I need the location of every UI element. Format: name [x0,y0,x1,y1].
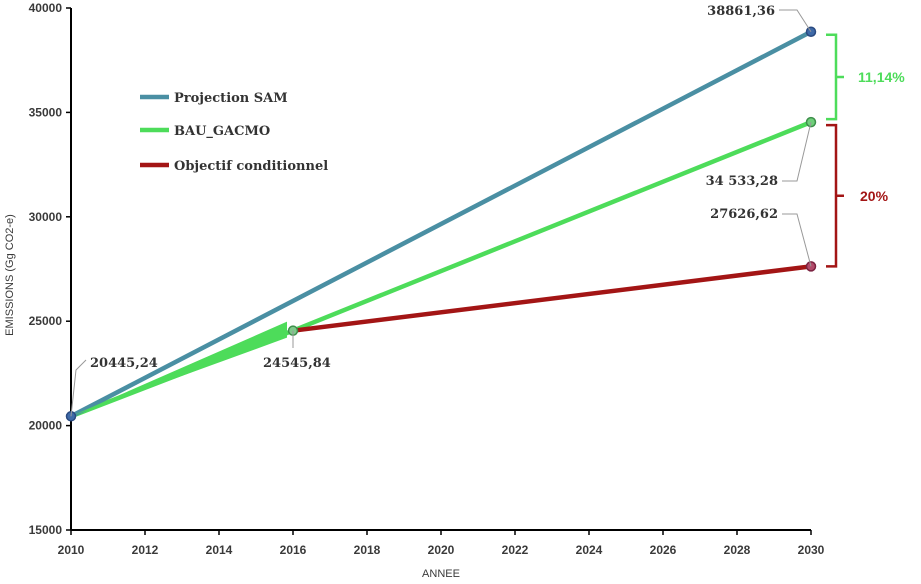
data-label-leader [779,9,812,33]
data-label-leader [782,122,812,182]
data-label: 24545,84 [263,356,331,371]
legend-label-bau-gacmo: BAU_GACMO [174,124,270,139]
series-band-bau-gacmo [71,321,287,417]
data-label: 27626,62 [710,207,778,222]
x-tick-label: 2010 [58,543,85,557]
x-tick-label: 2020 [428,543,455,557]
y-tick-label: 35000 [29,105,63,119]
percentage-label: 20% [860,188,889,204]
y-axis-title: EMISSIONS (Gg CO2-e) [4,214,16,336]
x-tick-label: 2024 [576,543,603,557]
x-axis-title: ANNEE [422,568,460,580]
y-tick-label: 30000 [29,210,63,224]
x-tick-label: 2028 [724,543,751,557]
data-labels: 20445,24 24545,84 38861,36 34 533,28 27626,6… [70,4,812,417]
legend-label-objectif-conditionnel: Objectif conditionnel [174,159,328,174]
y-tick-label: 15000 [29,523,63,537]
series-layer [68,29,814,419]
x-tick-label: 2030 [798,543,825,557]
bracket-bau-vs-objectif [826,123,844,268]
bracket-sam-vs-bau [826,33,844,121]
legend-label-projection-sam: Projection SAM [174,91,288,106]
series-line-projection-sam [68,29,814,419]
data-label: 38861,36 [707,4,775,19]
brackets: 11,14% 20% [826,33,905,268]
data-label: 34 533,28 [706,174,778,189]
data-label: 20445,24 [90,356,158,371]
x-tick-label: 2012 [132,543,159,557]
y-tick-label: 20000 [29,419,63,433]
x-tick-label: 2014 [206,543,233,557]
series-line-objectif-conditionnel [290,264,814,333]
axes: 15000 20000 25000 30000 35000 40000 2010 2012 20… [4,1,825,580]
percentage-label: 11,14% [858,69,905,85]
y-tick-label: 25000 [29,314,63,328]
x-tick-label: 2018 [354,543,381,557]
legend: Projection SAM BAU_GACMO Objectif conditio… [140,91,328,174]
x-tick-label: 2016 [280,543,307,557]
data-label-leader [70,359,87,417]
data-label-leader [782,213,812,267]
y-tick-label: 40000 [29,1,63,15]
x-tick-label: 2022 [502,543,529,557]
x-tick-label: 2026 [650,543,677,557]
